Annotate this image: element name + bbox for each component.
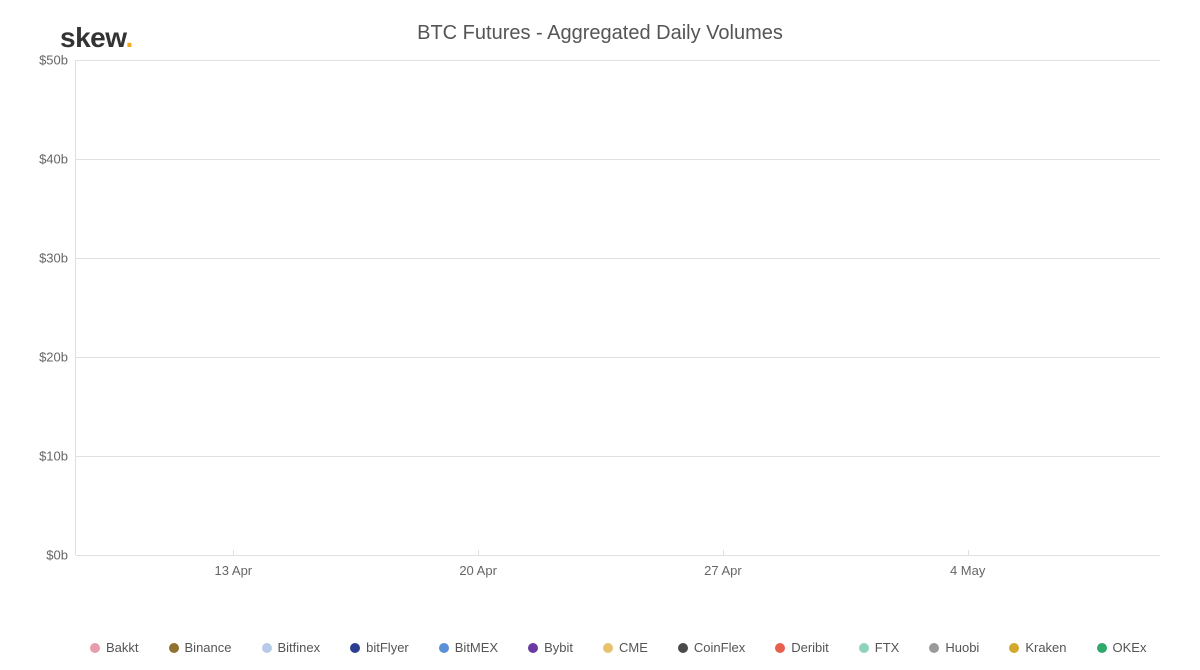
legend-item[interactable]: Binance [169,640,232,655]
legend-item[interactable]: Deribit [775,640,829,655]
x-tick [723,550,724,555]
legend-item[interactable]: FTX [859,640,900,655]
gridline [76,60,1160,61]
legend-dot-icon [678,643,688,653]
legend-label: bitFlyer [366,640,409,655]
legend-dot-icon [1097,643,1107,653]
legend-item[interactable]: Bybit [528,640,573,655]
x-axis-label: 27 Apr [704,563,742,578]
legend-label: Bitfinex [278,640,321,655]
plot-area: $0b$10b$20b$30b$40b$50b13 Apr20 Apr27 Ap… [75,60,1160,555]
legend-dot-icon [859,643,869,653]
y-axis-label: $30b [39,251,68,266]
x-axis-label: 13 Apr [215,563,253,578]
legend-label: Deribit [791,640,829,655]
legend-dot-icon [169,643,179,653]
legend-dot-icon [1009,643,1019,653]
gridline [76,456,1160,457]
y-axis-label: $20b [39,350,68,365]
legend-item[interactable]: Kraken [1009,640,1066,655]
gridline [76,357,1160,358]
legend-dot-icon [90,643,100,653]
legend-dot-icon [262,643,272,653]
legend-item[interactable]: CoinFlex [678,640,745,655]
y-axis-label: $0b [46,548,68,563]
legend-label: CoinFlex [694,640,745,655]
x-tick [968,550,969,555]
legend-label: BitMEX [455,640,498,655]
legend-dot-icon [929,643,939,653]
legend-item[interactable]: Huobi [929,640,979,655]
chart-area: $0b$10b$20b$30b$40b$50b13 Apr20 Apr27 Ap… [75,60,1160,580]
gridline [76,159,1160,160]
gridline [76,258,1160,259]
legend-label: Binance [185,640,232,655]
legend-label: Bybit [544,640,573,655]
y-axis-label: $40b [39,152,68,167]
legend-item[interactable]: CME [603,640,648,655]
legend-dot-icon [350,643,360,653]
legend-dot-icon [603,643,613,653]
legend-label: Bakkt [106,640,139,655]
legend-dot-icon [775,643,785,653]
legend: Bakkt Binance Bitfinex bitFlyer BitMEX Bybit C… [90,640,1160,655]
y-axis-label: $50b [39,53,68,68]
x-axis-label: 20 Apr [459,563,497,578]
legend-item[interactable]: Bakkt [90,640,139,655]
legend-item[interactable]: bitFlyer [350,640,409,655]
legend-label: CME [619,640,648,655]
x-axis-label: 4 May [950,563,985,578]
legend-dot-icon [528,643,538,653]
legend-dot-icon [439,643,449,653]
legend-label: OKEx [1113,640,1147,655]
legend-label: Kraken [1025,640,1066,655]
x-tick [233,550,234,555]
legend-item[interactable]: OKEx [1097,640,1147,655]
legend-label: Huobi [945,640,979,655]
legend-item[interactable]: BitMEX [439,640,498,655]
x-tick [478,550,479,555]
chart-title: BTC Futures - Aggregated Daily Volumes [0,22,1200,45]
y-axis-label: $10b [39,449,68,464]
legend-label: FTX [875,640,900,655]
gridline [76,555,1160,556]
bars-container [76,60,1160,555]
legend-item[interactable]: Bitfinex [262,640,321,655]
